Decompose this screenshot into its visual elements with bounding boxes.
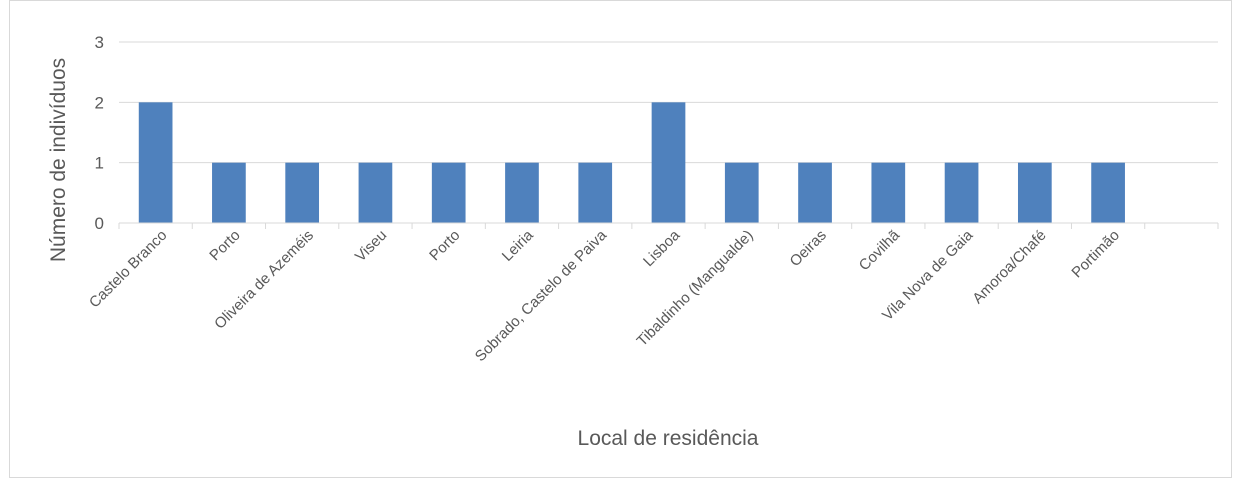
x-tick-label: Porto (426, 227, 463, 264)
x-tick-label: Castelo Branco (86, 227, 171, 312)
bar (1017, 162, 1052, 223)
x-axis-title: Local de residência (578, 427, 759, 450)
x-tick-label: Oeiras (787, 227, 830, 270)
bar (1091, 162, 1125, 223)
bar (212, 162, 246, 223)
x-tick-label: Leiria (499, 226, 537, 264)
bars (138, 102, 1125, 223)
x-tick-label: Lisboa (640, 226, 684, 270)
bar (358, 162, 393, 223)
x-tick-label: Sobrado, Castelo de Paiva (472, 226, 611, 365)
x-tick-label: Covilhã (856, 226, 904, 274)
bar (724, 162, 759, 223)
bar (285, 162, 320, 223)
x-tick-label: Viseu (352, 227, 390, 265)
bar (431, 162, 466, 223)
bar (871, 162, 906, 223)
bar (944, 162, 979, 223)
y-tick-label: 2 (95, 93, 104, 112)
y-axis-title: Número de indivíduos (47, 58, 70, 262)
bar (578, 162, 613, 223)
y-tick-label: 1 (95, 154, 104, 173)
chart-frame (9, 0, 1232, 478)
bar (138, 102, 173, 223)
y-tick-label: 3 (95, 33, 104, 52)
bar (651, 102, 686, 223)
y-tick-label: 0 (95, 214, 104, 233)
x-tick-label: Portimão (1068, 227, 1122, 281)
x-tick-label: Amoroa/Chafé (969, 227, 1049, 307)
bar (798, 162, 832, 223)
x-axis (118, 222, 1219, 229)
bar (505, 162, 539, 223)
x-tick-label: Porto (206, 227, 243, 264)
y-tick-labels: 0 1 2 3 (95, 33, 104, 233)
